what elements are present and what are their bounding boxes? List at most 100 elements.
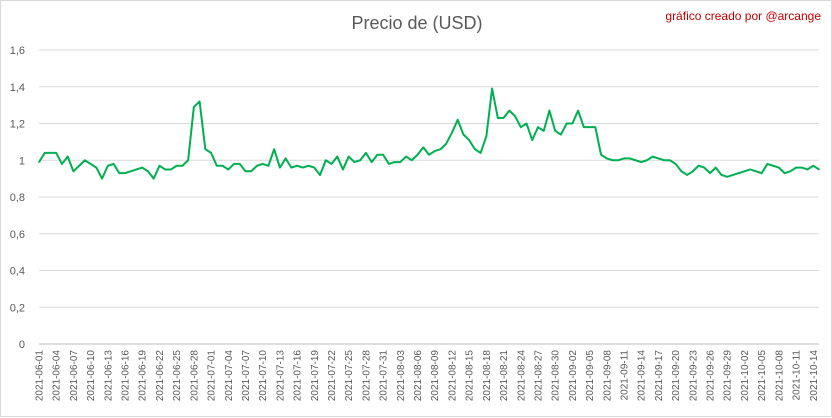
y-tick-label: 1: [19, 155, 25, 167]
y-tick-label: 0: [19, 339, 25, 351]
data-point: [772, 164, 774, 167]
data-point: [129, 170, 132, 173]
data-point: [778, 166, 780, 169]
data-point: [38, 161, 40, 163]
y-tick-label: 1,4: [10, 82, 25, 94]
data-point: [198, 100, 201, 103]
data-point: [462, 133, 465, 136]
data-point: [634, 159, 637, 162]
data-point: [594, 126, 597, 128]
data-point: [296, 164, 298, 167]
data-point: [726, 175, 729, 178]
price-series-line: [38, 87, 820, 180]
x-tick-label: 2021-07-01: [207, 350, 218, 402]
x-tick-label: 2021-06-10: [86, 350, 97, 402]
data-point: [273, 148, 275, 151]
data-point: [233, 163, 235, 165]
data-point: [359, 159, 361, 162]
data-point: [531, 139, 534, 141]
y-tick-label: 1,2: [10, 119, 25, 131]
data-point: [89, 163, 92, 165]
y-tick-label: 0,6: [10, 229, 25, 241]
data-point: [410, 159, 413, 162]
data-point: [227, 168, 230, 171]
data-point: [215, 164, 218, 167]
data-point: [628, 157, 631, 160]
data-point: [605, 157, 608, 160]
data-point: [290, 166, 293, 169]
data-point: [468, 139, 470, 141]
data-point: [497, 117, 499, 119]
data-point: [674, 163, 677, 165]
data-point: [433, 150, 436, 152]
data-point: [686, 174, 688, 176]
data-point: [256, 164, 258, 167]
x-tick-label: 2021-08-18: [482, 350, 493, 402]
data-point: [818, 168, 820, 171]
data-point: [112, 163, 115, 165]
data-point: [789, 170, 792, 173]
data-point: [324, 159, 327, 162]
data-point: [84, 159, 86, 162]
data-point: [181, 164, 184, 167]
data-point: [107, 164, 109, 167]
x-tick-label: 2021-09-14: [637, 350, 648, 402]
x-tick-label: 2021-09-20: [671, 350, 682, 402]
data-point: [193, 106, 195, 108]
x-tick-label: 2021-10-08: [774, 350, 785, 402]
data-point: [720, 174, 723, 176]
data-point: [669, 159, 671, 162]
data-point: [284, 157, 287, 160]
data-point: [353, 161, 356, 163]
data-point: [267, 164, 270, 167]
x-tick-label: 2021-09-02: [568, 350, 579, 402]
data-point: [560, 133, 562, 136]
data-point: [170, 168, 172, 171]
x-tick-label: 2021-10-11: [792, 350, 803, 401]
x-tick-label: 2021-07-25: [344, 350, 355, 402]
x-tick-label: 2021-09-11: [620, 350, 631, 401]
data-point: [55, 152, 58, 154]
data-point: [302, 166, 304, 169]
data-point: [319, 174, 321, 176]
data-point: [61, 163, 63, 165]
x-axis-ticks: 2021-06-01 2021-06-04 2021-06-07 2021-06-10…: [35, 350, 820, 402]
x-tick-label: 2021-06-16: [121, 350, 132, 402]
x-tick-label: 2021-06-22: [155, 350, 166, 402]
data-point: [451, 131, 453, 134]
data-point: [118, 172, 121, 174]
data-point: [158, 164, 161, 167]
data-point: [342, 168, 344, 171]
data-point: [347, 155, 350, 158]
x-tick-label: 2021-10-14: [809, 350, 820, 402]
data-point: [755, 170, 757, 173]
x-tick-label: 2021-06-07: [69, 350, 80, 402]
data-point: [519, 126, 522, 128]
data-point: [491, 87, 493, 90]
x-tick-label: 2021-08-15: [465, 350, 476, 402]
data-point: [795, 166, 797, 169]
x-tick-label: 2021-09-29: [723, 350, 734, 402]
y-tick-label: 0,4: [10, 266, 25, 278]
data-point: [422, 146, 425, 149]
data-point: [416, 153, 419, 156]
y-axis-ticks: 0 0,2 0,4 0,6 0,8 1 1,2 1,4 1,6: [10, 45, 25, 351]
data-point: [697, 164, 700, 167]
data-point: [554, 130, 556, 132]
x-tick-label: 2021-07-16: [293, 350, 304, 402]
data-point: [548, 109, 551, 112]
data-point: [370, 161, 373, 163]
data-point: [439, 148, 442, 151]
x-tick-label: 2021-09-05: [585, 350, 596, 402]
data-point: [623, 157, 625, 160]
data-point: [806, 168, 809, 171]
data-point: [651, 155, 654, 158]
data-point: [187, 159, 189, 162]
data-point: [737, 172, 740, 174]
data-point: [565, 122, 568, 125]
x-tick-label: 2021-06-13: [103, 350, 114, 402]
x-tick-label: 2021-08-27: [533, 350, 544, 402]
x-tick-label: 2021-09-08: [602, 350, 613, 402]
data-point: [766, 163, 769, 165]
x-tick-label: 2021-06-04: [52, 350, 63, 402]
